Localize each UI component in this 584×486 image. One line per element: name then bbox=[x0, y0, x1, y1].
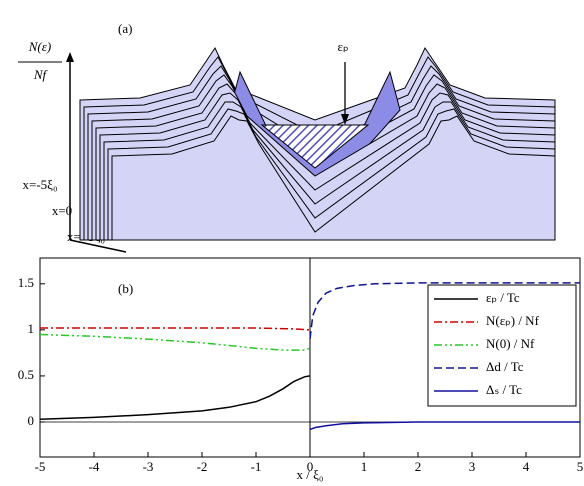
series-line bbox=[309, 282, 580, 340]
depth-label: x=0 bbox=[52, 203, 72, 218]
x-tick-label: 5 bbox=[577, 459, 584, 474]
series-line bbox=[39, 333, 311, 351]
x-tick-label: 3 bbox=[469, 459, 476, 474]
y-tick-label: 0.5 bbox=[18, 367, 34, 382]
y-tick-label: 1.5 bbox=[18, 275, 34, 290]
legend-label: N(εₚ) / Nf bbox=[486, 313, 540, 328]
x-tick-label: -1 bbox=[251, 459, 262, 474]
legend-label: Δd / Tc bbox=[486, 359, 524, 374]
series-line bbox=[40, 327, 311, 331]
x-tick-label: -2 bbox=[197, 459, 208, 474]
surface-slice bbox=[111, 115, 556, 241]
depth-label: x=-5ξ₀ bbox=[23, 177, 58, 192]
y-label-denominator: Nf bbox=[33, 67, 49, 82]
series-line bbox=[309, 421, 580, 431]
x-tick-label: -3 bbox=[143, 459, 154, 474]
hatched-region bbox=[260, 124, 370, 169]
x-axis-label: x / ξ₀ bbox=[297, 467, 324, 482]
x-tick-label: 4 bbox=[523, 459, 530, 474]
annotation: εₚ bbox=[337, 39, 348, 54]
panel-a: N(ε) Nf (a) εₚ x=-5ξ₀ x=0 x=+5ξ₀ bbox=[18, 21, 556, 253]
legend-label: N(0) / Nf bbox=[486, 336, 535, 351]
panel-label: (a) bbox=[118, 21, 132, 36]
arrow-head bbox=[341, 114, 349, 125]
x-tick-label: 1 bbox=[361, 459, 368, 474]
panel-label: (b) bbox=[118, 281, 133, 296]
arrow-head bbox=[66, 52, 74, 62]
y-tick-label: 0 bbox=[28, 413, 35, 428]
series-line bbox=[39, 375, 311, 420]
x-tick-label: -5 bbox=[35, 459, 46, 474]
x-tick-label: 0 bbox=[307, 459, 314, 474]
axis-arrow bbox=[69, 239, 127, 253]
legend-label: Δₛ / Tc bbox=[486, 382, 522, 397]
y-tick-label: 1 bbox=[28, 321, 35, 336]
panel-b: (b) -5 -4 -3 -2 -1 0 1 2 3 4 5 0 0.5 1 1.5 x / ξ₀ εₚ / Tc… bbox=[18, 257, 584, 482]
y-label-numerator: N(ε) bbox=[28, 39, 51, 54]
x-tick-label: 2 bbox=[415, 459, 422, 474]
x-tick-label: -4 bbox=[89, 459, 100, 474]
legend-box bbox=[427, 284, 577, 407]
legend-label: εₚ / Tc bbox=[486, 290, 520, 305]
